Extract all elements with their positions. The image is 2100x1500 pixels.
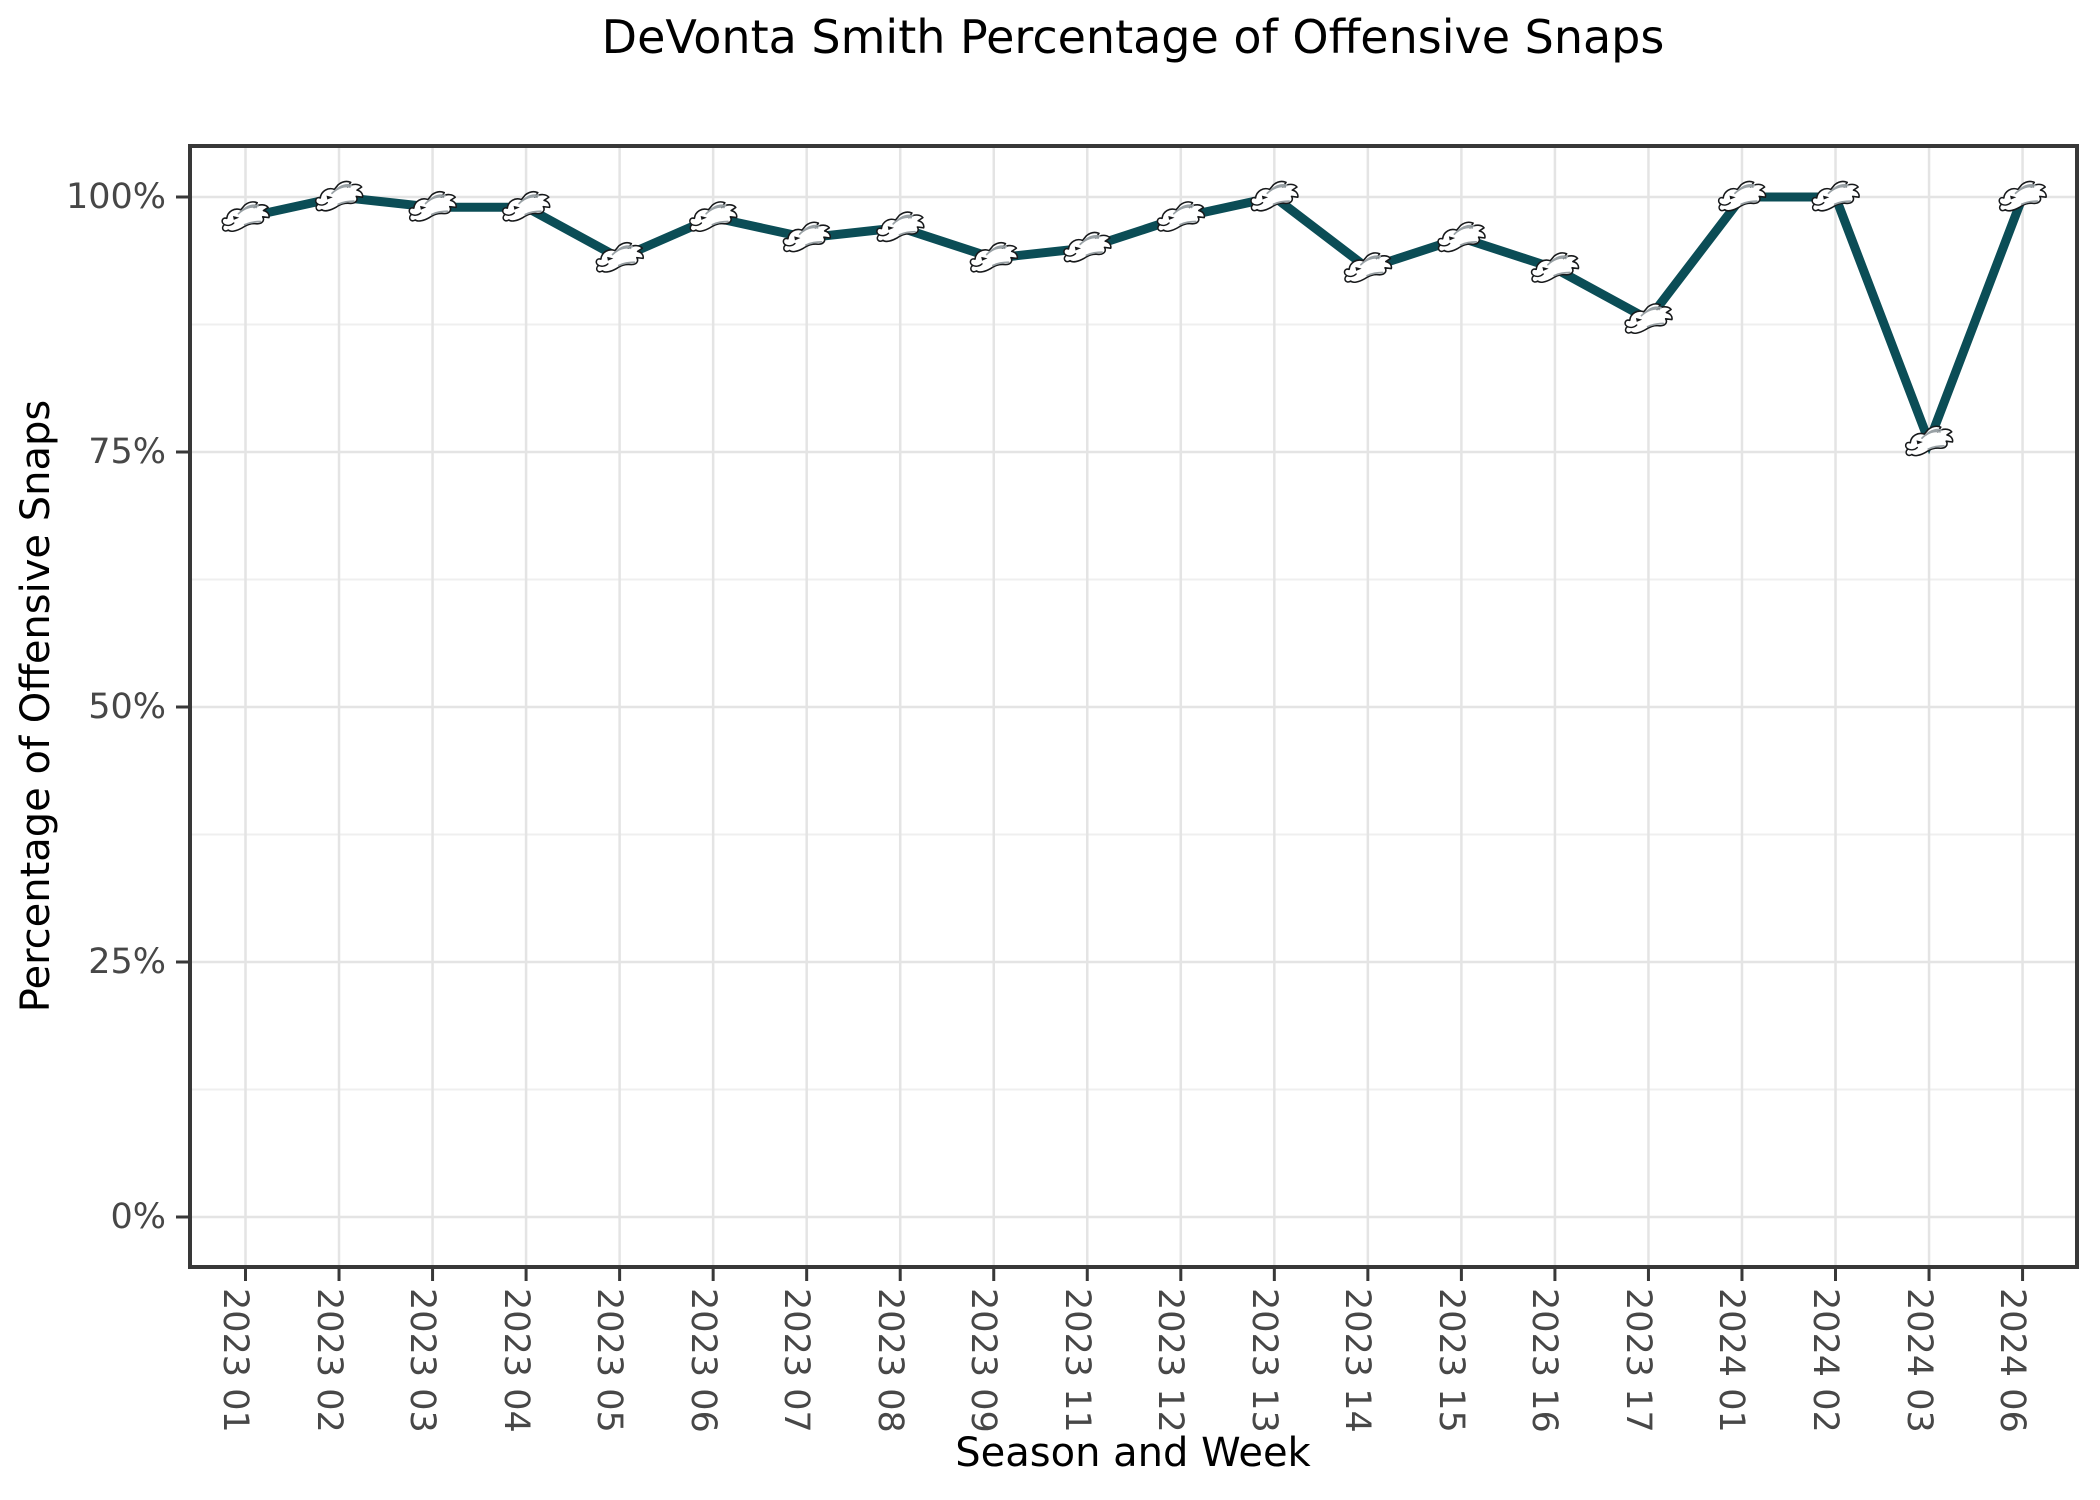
x-tick-label: 2023 15 xyxy=(1430,1288,1471,1433)
y-tick-label: 50% xyxy=(88,686,166,727)
x-axis-title: Season and Week xyxy=(955,1430,1311,1476)
x-tick-label: 2023 08 xyxy=(869,1288,910,1433)
x-tick-label: 2023 07 xyxy=(776,1288,817,1433)
x-tick-label: 2024 03 xyxy=(1898,1288,1939,1433)
x-tick-label: 2024 01 xyxy=(1711,1288,1752,1433)
x-tick-label: 2023 17 xyxy=(1617,1288,1658,1433)
y-tick-label: 25% xyxy=(88,941,166,982)
x-tick-label: 2023 13 xyxy=(1243,1288,1284,1433)
data-series xyxy=(221,180,2048,457)
x-tick-label: 2023 11 xyxy=(1056,1288,1097,1433)
x-tick-label: 2023 04 xyxy=(495,1288,536,1433)
chart-title: DeVonta Smith Percentage of Offensive Sn… xyxy=(601,10,1665,64)
snap-percentage-line xyxy=(244,192,2027,455)
x-tick-label: 2023 05 xyxy=(589,1288,630,1433)
x-tick-label: 2023 14 xyxy=(1337,1288,1378,1433)
x-tick-label: 2023 09 xyxy=(963,1288,1004,1433)
x-tick-label: 2023 12 xyxy=(1150,1288,1191,1433)
x-tick-label: 2023 02 xyxy=(308,1288,349,1433)
x-tick-label: 2023 03 xyxy=(402,1288,443,1433)
x-tick-label: 2023 16 xyxy=(1524,1288,1565,1433)
gridlines xyxy=(190,146,2077,1267)
y-tick-label: 100% xyxy=(65,176,166,217)
x-tick-label: 2023 01 xyxy=(215,1288,255,1433)
x-tick-label: 2023 06 xyxy=(682,1288,723,1433)
axis-lines-and-ticks xyxy=(176,144,2079,1281)
x-tick-label: 2024 06 xyxy=(1992,1288,2033,1433)
y-tick-label: 0% xyxy=(110,1196,166,1237)
panel-border xyxy=(188,144,2079,1269)
y-tick-label: 75% xyxy=(88,431,166,472)
x-tick-label: 2024 02 xyxy=(1805,1288,1845,1433)
